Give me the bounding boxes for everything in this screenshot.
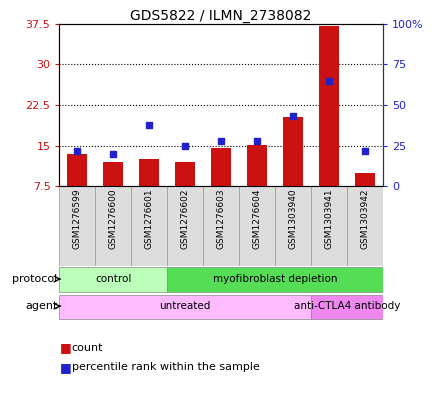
Text: ■: ■ (59, 361, 71, 374)
Text: GSM1276599: GSM1276599 (73, 189, 82, 250)
Bar (59, 267, 167, 292)
Bar (283, 118, 303, 186)
Text: anti-CTLA4 antibody: anti-CTLA4 antibody (293, 301, 400, 311)
Text: agent: agent (25, 301, 58, 311)
Bar (59, 186, 95, 266)
Bar (131, 186, 167, 266)
Bar (175, 162, 195, 186)
Bar (67, 154, 87, 186)
Point (182, 143, 189, 149)
Bar (103, 162, 123, 186)
Text: count: count (72, 343, 103, 353)
Bar (247, 145, 267, 186)
Point (253, 138, 260, 144)
Text: control: control (95, 274, 132, 284)
Text: ■: ■ (59, 341, 71, 354)
Point (218, 138, 225, 144)
Text: GSM1276602: GSM1276602 (181, 189, 190, 249)
Bar (139, 159, 159, 186)
Bar (239, 186, 275, 266)
Text: untreated: untreated (159, 301, 211, 311)
Text: myofibroblast depletion: myofibroblast depletion (213, 274, 337, 284)
Text: GSM1303940: GSM1303940 (289, 189, 297, 250)
Bar (311, 186, 347, 266)
Text: protocol: protocol (12, 274, 58, 284)
Point (326, 77, 333, 84)
Bar (95, 186, 131, 266)
Point (110, 151, 117, 157)
Bar (355, 173, 375, 186)
Bar (167, 267, 383, 292)
Text: GSM1276601: GSM1276601 (145, 189, 154, 250)
Text: GSM1276604: GSM1276604 (253, 189, 261, 249)
Bar (203, 186, 239, 266)
Text: GSM1276600: GSM1276600 (109, 189, 118, 250)
Point (361, 147, 368, 154)
Bar (319, 26, 339, 186)
Bar (347, 186, 383, 266)
Bar (311, 294, 383, 319)
Bar (167, 186, 203, 266)
Text: percentile rank within the sample: percentile rank within the sample (72, 362, 260, 373)
Text: GSM1303942: GSM1303942 (360, 189, 369, 249)
Title: GDS5822 / ILMN_2738082: GDS5822 / ILMN_2738082 (130, 9, 312, 22)
Bar (59, 294, 311, 319)
Bar (275, 186, 311, 266)
Text: GSM1303941: GSM1303941 (324, 189, 334, 250)
Bar (211, 149, 231, 186)
Point (74, 147, 81, 154)
Point (146, 121, 153, 128)
Point (290, 113, 297, 119)
Text: GSM1276603: GSM1276603 (216, 189, 226, 250)
